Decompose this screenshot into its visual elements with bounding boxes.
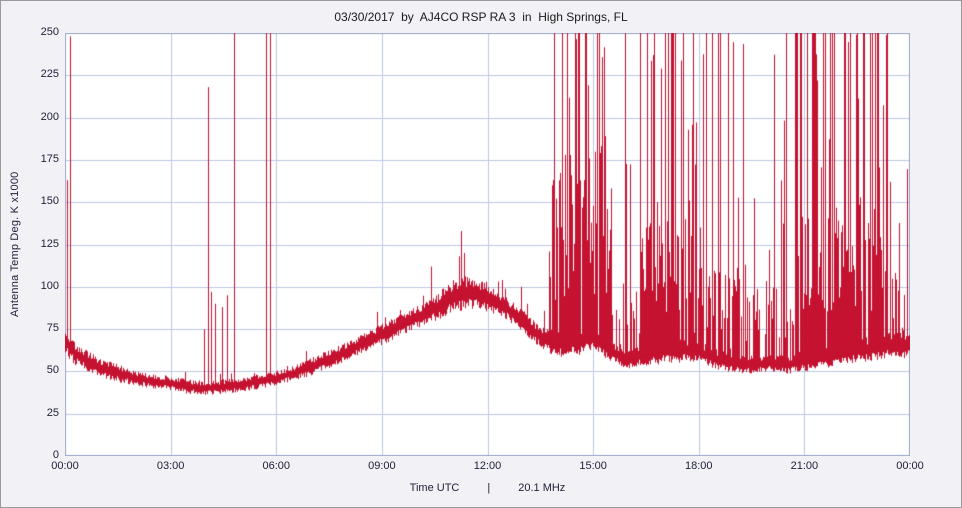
y-tick-label: 125 [40, 237, 59, 250]
axis-separator: | [487, 482, 491, 494]
x-tick-label: 06:00 [262, 460, 291, 472]
y-tick-label: 25 [46, 406, 59, 419]
chart-title: 03/30/2017 by AJ4CO RSP RA 3 in High Spr… [334, 10, 628, 24]
y-tick-label: 175 [40, 152, 59, 165]
y-tick-label: 0 [52, 449, 59, 461]
x-tick-label: 12:00 [473, 460, 502, 472]
y-tick-label: 75 [46, 322, 59, 335]
x-axis-title: Time UTC [409, 482, 460, 494]
y-tick-label: 100 [40, 279, 59, 292]
x-tick-label: 21:00 [790, 460, 819, 472]
y-tick-label: 250 [40, 26, 59, 38]
y-tick-label: 200 [40, 110, 59, 123]
y-tick-label: 50 [46, 364, 59, 377]
plot-area [65, 33, 910, 456]
x-tick-label: 15:00 [579, 460, 607, 472]
x-tick-label: 18:00 [684, 460, 713, 472]
x-tick-label: 09:00 [368, 460, 396, 472]
y-tick-label: 225 [40, 68, 59, 81]
frequency-label: 20.1 MHz [518, 482, 566, 494]
x-axis-label-row: Time UTC | 20.1 MHz [65, 482, 910, 494]
x-tick-label: 00:00 [896, 460, 924, 472]
x-tick-label: 03:00 [156, 460, 185, 472]
x-tick-label: 00:00 [51, 460, 79, 472]
y-tick-label: 150 [40, 195, 59, 208]
